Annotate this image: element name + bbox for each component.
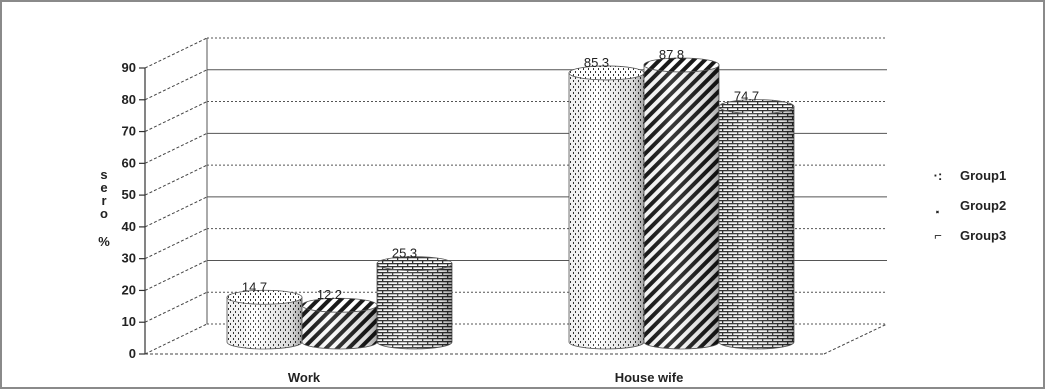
bar-group3-work <box>376 256 453 350</box>
y-axis-title-letter: r <box>101 193 106 208</box>
data-label: 85.3 <box>584 55 609 70</box>
y-tick-label: 40 <box>122 219 136 234</box>
depth-gridline <box>144 291 208 323</box>
y-tick-label: 70 <box>122 124 136 139</box>
y-tick-label: 30 <box>122 251 136 266</box>
bar-shading <box>719 106 794 350</box>
depth-gridline <box>144 259 208 291</box>
depth-gridline <box>144 228 208 260</box>
legend-marker-group1: ·: <box>934 168 943 183</box>
data-label: 14.7 <box>242 279 267 294</box>
x-category-label: House wife <box>615 370 684 385</box>
bar-group2-house-wife <box>643 57 720 350</box>
chart-bars <box>226 57 795 350</box>
y-axis-title: % <box>98 234 110 249</box>
bar-shading <box>644 64 719 349</box>
data-label: 87.8 <box>659 47 684 62</box>
depth-gridline <box>144 37 208 69</box>
depth-gridline <box>144 323 208 355</box>
bar-top <box>718 99 795 115</box>
y-axis-title-letter: o <box>100 206 108 221</box>
bar-group3-house-wife <box>718 99 795 350</box>
data-label: 74.7 <box>734 89 759 104</box>
chart-legend: ·: Group1 ⸼ Group2 ⌐ Group3 <box>934 168 1007 243</box>
bar-shading <box>302 305 377 349</box>
bar-top <box>226 289 303 305</box>
chart-data-labels: 14.7 12.2 25.3 85.3 87.8 74.7 <box>242 47 759 302</box>
y-axis-title-letter: e <box>100 180 107 195</box>
x-category-label: Work <box>288 370 321 385</box>
y-tick-label: 20 <box>122 282 136 297</box>
bar-top <box>643 57 720 73</box>
legend-marker-group3: ⌐ <box>934 228 942 243</box>
depth-gridline <box>144 101 208 133</box>
y-tick-label: 50 <box>122 187 136 202</box>
y-tick-label: 0 <box>129 346 136 361</box>
legend-entry-group2: Group2 <box>960 198 1006 213</box>
depth-gridline <box>144 196 208 228</box>
depth-gridline <box>144 164 208 196</box>
bar-shading <box>569 72 644 350</box>
legend-entry-group1: Group1 <box>960 168 1006 183</box>
data-label: 25.3 <box>392 246 417 261</box>
legend-marker-group2: ⸼ <box>935 198 939 214</box>
y-tick-label: 80 <box>122 92 136 107</box>
bar-group1-work <box>226 289 303 350</box>
bar-shading <box>377 263 452 349</box>
legend-entry-group3: Group3 <box>960 228 1006 243</box>
bar-top <box>376 256 453 272</box>
depth-gridline <box>144 132 208 164</box>
bar-group1-house-wife <box>568 65 645 350</box>
data-label: 12.2 <box>317 287 342 302</box>
y-tick-label: 60 <box>122 155 136 170</box>
y-tick-label: 10 <box>122 314 136 329</box>
y-tick-label: 90 <box>122 60 136 75</box>
depth-gridline <box>144 69 208 101</box>
floor-right-edge <box>823 323 888 355</box>
bar-group2-work <box>301 297 378 350</box>
bar-shading <box>227 297 302 349</box>
y-axis-title-letter: s <box>100 167 107 182</box>
